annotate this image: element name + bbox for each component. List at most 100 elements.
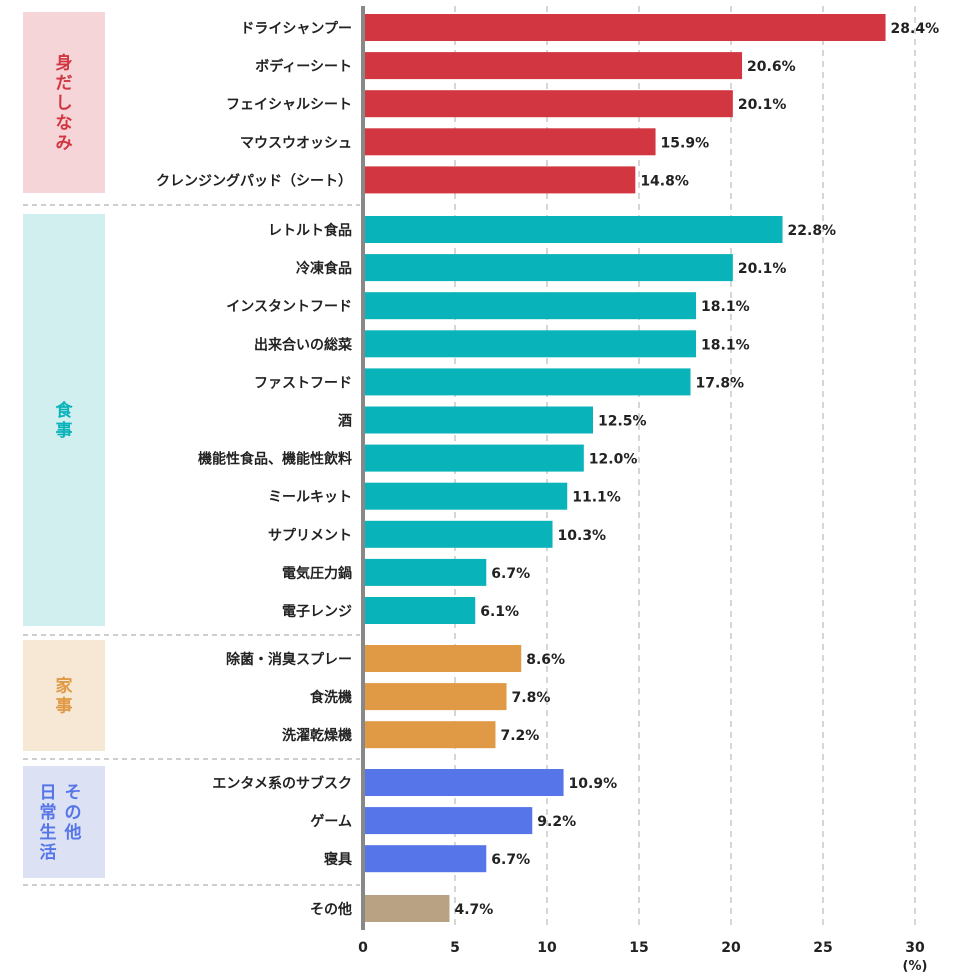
bar bbox=[363, 444, 584, 472]
value-label: 6.1% bbox=[480, 604, 519, 620]
value-label: 10.3% bbox=[558, 528, 607, 544]
x-tick-label: 10 bbox=[537, 940, 557, 956]
group-label-char: そ bbox=[65, 783, 82, 803]
value-label: 15.9% bbox=[661, 135, 710, 151]
group-label-char: 家 bbox=[56, 676, 73, 697]
value-label: 4.7% bbox=[454, 902, 493, 918]
category-label: 機能性食品、機能性飲料 bbox=[198, 451, 352, 468]
category-label: 電気圧力鍋 bbox=[282, 565, 352, 582]
group-band bbox=[23, 766, 105, 878]
group-label-char: み bbox=[56, 134, 73, 154]
group-band bbox=[23, 640, 105, 751]
bar bbox=[363, 845, 487, 873]
category-label: 洗濯乾燥機 bbox=[282, 727, 352, 744]
bar bbox=[363, 520, 553, 548]
value-label: 11.1% bbox=[572, 490, 621, 506]
category-label: サプリメント bbox=[268, 528, 352, 544]
group-label-char: の bbox=[65, 803, 82, 823]
x-tick-label: 15 bbox=[629, 940, 648, 956]
category-label: 冷凍食品 bbox=[296, 260, 352, 277]
bar bbox=[363, 406, 593, 434]
value-label: 6.7% bbox=[491, 852, 530, 868]
group-label-char: 日 bbox=[40, 783, 57, 803]
value-label: 6.7% bbox=[491, 566, 530, 582]
value-label: 7.8% bbox=[512, 690, 551, 706]
category-label: ボディーシート bbox=[255, 58, 352, 75]
x-tick-label: 20 bbox=[721, 940, 741, 956]
x-tick-label: 25 bbox=[813, 940, 832, 956]
category-label: 酒 bbox=[338, 414, 352, 430]
value-label: 20.1% bbox=[738, 97, 787, 113]
group-label-char: 事 bbox=[56, 697, 73, 717]
bar bbox=[363, 597, 476, 624]
category-label: インスタントフード bbox=[226, 299, 352, 315]
category-label: マウスウオッシュ bbox=[240, 135, 352, 151]
category-label: クレンジングパッド（シート） bbox=[156, 172, 352, 189]
group-label-char: だ bbox=[56, 74, 73, 94]
bar bbox=[363, 368, 691, 396]
category-label: ドライシャンプー bbox=[240, 21, 352, 37]
category-label: 食洗機 bbox=[310, 689, 352, 706]
y-axis-line bbox=[361, 6, 365, 930]
bar bbox=[363, 807, 533, 835]
value-label: 12.5% bbox=[598, 414, 647, 430]
category-label: レトルト食品 bbox=[268, 222, 352, 239]
value-label: 20.6% bbox=[747, 59, 796, 75]
group-label-char: 他 bbox=[64, 822, 82, 843]
x-tick-label: 5 bbox=[450, 940, 460, 956]
x-tick-label: 0 bbox=[358, 940, 368, 956]
value-label: 20.1% bbox=[738, 261, 787, 277]
bar bbox=[363, 769, 564, 796]
bar bbox=[363, 683, 507, 711]
category-bands: 身だしなみ身だしなみ食事食事家事家事その他その他日常生活日常生活その他日常生活 bbox=[23, 12, 360, 886]
category-label: その他 bbox=[310, 901, 352, 918]
group-band bbox=[23, 214, 105, 626]
value-label: 9.2% bbox=[537, 814, 576, 830]
category-label: ミールキット bbox=[268, 490, 352, 506]
bar bbox=[363, 166, 636, 194]
bar bbox=[363, 895, 450, 922]
value-label: 17.8% bbox=[696, 375, 745, 391]
bars: ドライシャンプー 28.4% ボディーシート 20.6% フェイシャルシート 20.1% マ… bbox=[156, 14, 939, 922]
x-tick-label: 30 bbox=[905, 940, 925, 956]
group-label-char: 常 bbox=[40, 802, 57, 823]
value-label: 28.4% bbox=[891, 21, 940, 37]
bar bbox=[363, 558, 487, 586]
group-label-char: 生 bbox=[40, 822, 57, 843]
group-label-char: 事 bbox=[56, 421, 73, 441]
group-label-char: し bbox=[56, 94, 73, 114]
value-label: 10.9% bbox=[569, 776, 618, 792]
category-label: 除菌・消臭スプレー bbox=[226, 651, 352, 668]
group-band bbox=[23, 12, 105, 193]
category-label: 寝具 bbox=[324, 851, 352, 868]
value-label: 14.8% bbox=[640, 173, 689, 189]
value-label: 22.8% bbox=[788, 223, 837, 239]
bar bbox=[363, 216, 783, 243]
bar bbox=[363, 482, 568, 510]
category-label: ゲーム bbox=[310, 813, 352, 830]
category-label: 電子レンジ bbox=[282, 603, 352, 620]
bar bbox=[363, 254, 733, 282]
x-axis: 0 5 10 15 20 25 30 (%) bbox=[358, 6, 927, 974]
bar bbox=[363, 645, 522, 672]
x-unit-label: (%) bbox=[903, 959, 928, 974]
category-label: ファストフード bbox=[254, 375, 352, 391]
value-label: 7.2% bbox=[500, 728, 539, 744]
bar bbox=[363, 14, 886, 41]
value-label: 12.0% bbox=[589, 452, 638, 468]
category-label: フェイシャルシート bbox=[226, 97, 352, 113]
group-label-char: 活 bbox=[40, 842, 57, 863]
value-label: 18.1% bbox=[701, 299, 750, 315]
bar bbox=[363, 330, 697, 358]
value-label: 18.1% bbox=[701, 337, 750, 353]
group-label-char: 身 bbox=[56, 53, 73, 74]
group-label-char: な bbox=[56, 114, 73, 134]
bar bbox=[363, 90, 733, 118]
bar bbox=[363, 52, 743, 80]
bar bbox=[363, 128, 656, 156]
value-label: 8.6% bbox=[526, 652, 565, 668]
group-label-char: 食 bbox=[56, 400, 74, 421]
bar bbox=[363, 721, 496, 749]
bar bbox=[363, 292, 697, 320]
